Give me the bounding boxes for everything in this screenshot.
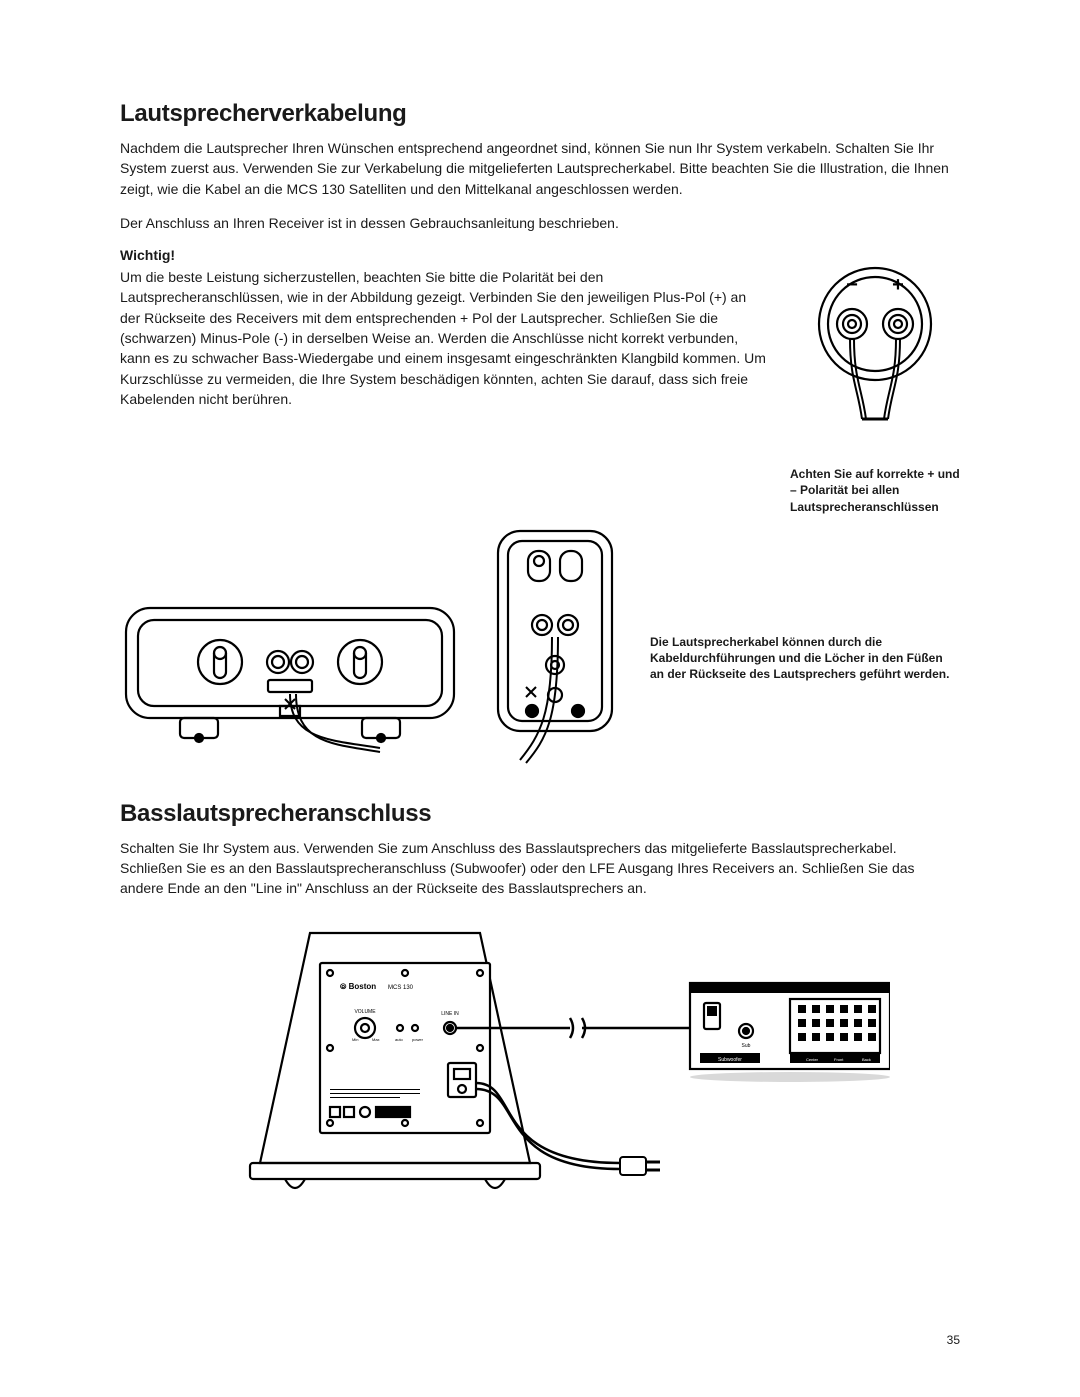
paragraph: Der Anschluss an Ihren Receiver ist in d… (120, 213, 960, 233)
svg-text:Center: Center (806, 1057, 819, 1062)
svg-text:+: + (892, 274, 904, 296)
subheading-important: Wichtig! (120, 247, 770, 263)
diagram-satellite-speaker-rear (490, 525, 620, 765)
svg-text:LINE IN: LINE IN (441, 1011, 459, 1017)
paragraph: Um die beste Leistung sicherzustellen, b… (120, 267, 770, 409)
svg-text:VOLUME: VOLUME (354, 1009, 376, 1015)
svg-text:Subwoofer: Subwoofer (718, 1057, 742, 1063)
diagram-center-speaker-rear (120, 590, 460, 765)
paragraph: Schalten Sie Ihr System aus. Verwenden S… (120, 838, 960, 899)
svg-text:−: − (846, 274, 858, 296)
svg-text:Sub: Sub (742, 1043, 751, 1049)
svg-text:auto: auto (395, 1037, 404, 1042)
svg-text:MCS 130: MCS 130 (388, 985, 414, 991)
svg-text:⦾ Boston: ⦾ Boston (340, 982, 376, 991)
diagram-polarity-terminal: − + (790, 259, 960, 439)
caption-cable-routing: Die Lautsprecherkabel können durch die K… (650, 634, 950, 683)
svg-text:power: power (412, 1037, 424, 1042)
caption-polarity: Achten Sie auf korrekte + und – Polaritä… (790, 466, 960, 515)
svg-text:Max: Max (372, 1037, 380, 1042)
svg-text:Back: Back (862, 1057, 871, 1062)
diagram-subwoofer-connection: ⦾ Boston MCS 130 VOLUME Min Max auto pow… (190, 913, 890, 1213)
heading-speaker-wiring: Lautsprecherverkabelung (120, 100, 960, 128)
page-number: 35 (947, 1333, 960, 1347)
svg-text:Min: Min (352, 1037, 358, 1042)
paragraph: Nachdem die Lautsprecher Ihren Wünschen … (120, 138, 960, 199)
svg-text:Front: Front (834, 1057, 844, 1062)
heading-subwoofer-connection: Basslautsprecheranschluss (120, 800, 960, 828)
